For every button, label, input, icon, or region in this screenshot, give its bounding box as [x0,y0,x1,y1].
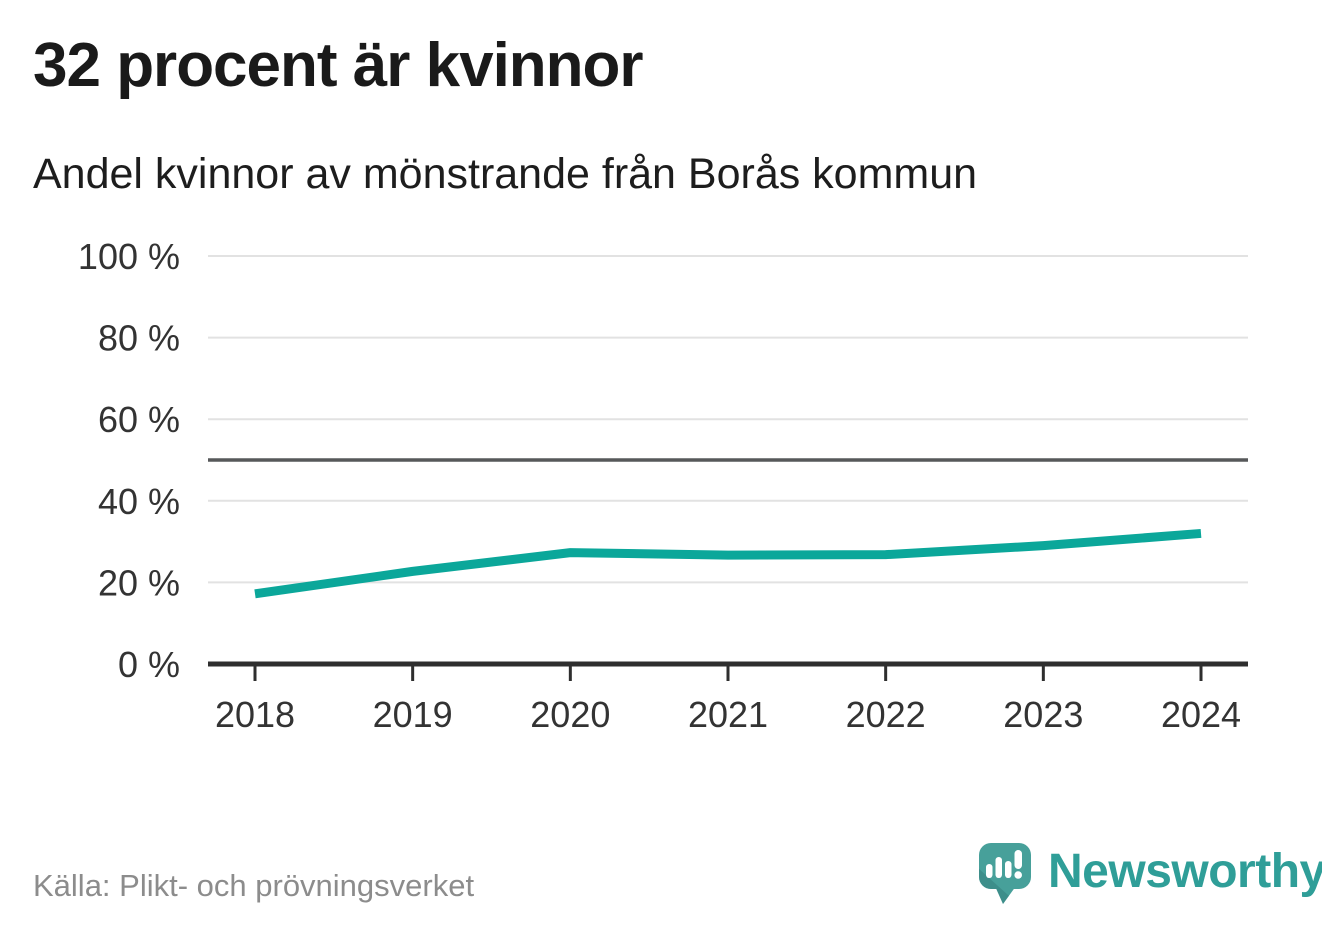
x-tick-label: 2024 [1161,694,1241,735]
y-tick-label: 0 % [118,644,180,685]
chart-title: 32 procent är kvinnor [33,31,644,100]
newsworthy-speech-bubble-bar-chart-icon [979,843,1031,904]
newsworthy-logo: Newsworthy [978,842,1322,912]
y-tick-label: 40 % [98,481,180,522]
source-note: Källa: Plikt- och prövningsverket [33,868,475,903]
chart-subtitle: Andel kvinnor av mönstrande från Borås k… [33,150,978,198]
y-tick-label: 80 % [98,318,180,359]
y-tick-label: 60 % [98,399,180,440]
y-tick-label: 100 % [78,236,180,277]
x-tick-label: 2019 [373,694,453,735]
x-tick-label: 2021 [688,694,768,735]
x-tick-label: 2022 [846,694,926,735]
data-line [254,528,1202,599]
y-tick-label: 20 % [98,562,180,603]
x-tick-label: 2020 [530,694,610,735]
x-tick-label: 2018 [215,694,295,735]
newsworthy-wordmark: Newsworthy [1048,845,1322,898]
x-tick-label: 2023 [1003,694,1083,735]
